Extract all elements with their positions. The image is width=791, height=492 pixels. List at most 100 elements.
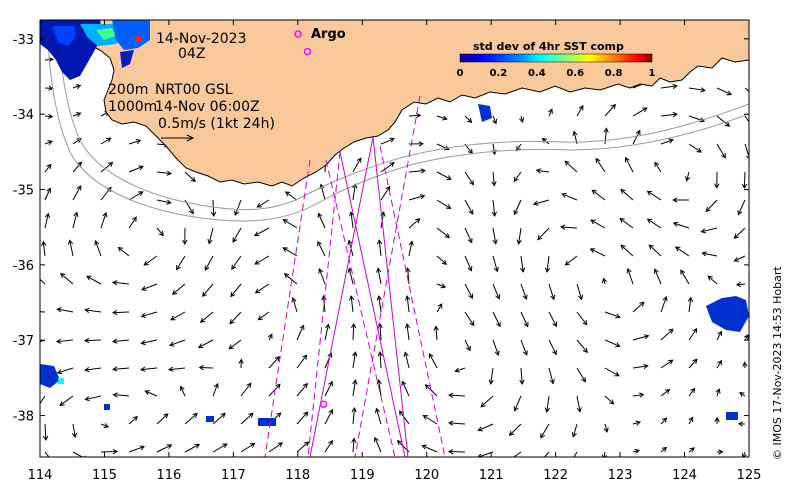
velocity-arrow [232,227,242,243]
velocity-arrow [284,191,298,201]
velocity-arrow [739,392,746,397]
time-label: 04Z [178,46,205,62]
velocity-arrow [403,351,410,369]
velocity-arrow [595,157,606,173]
velocity-arrow [156,199,172,205]
velocity-arrow [401,380,410,397]
velocity-arrow [212,443,228,453]
velocity-arrow [111,309,130,316]
velocity-arrow [212,412,226,425]
velocity-arrow [380,137,395,145]
velocity-arrow [100,423,110,428]
velocity-arrow [40,311,46,313]
velocity-arrow [737,199,746,216]
velocity-arrow [212,382,219,397]
velocity-arrow [156,170,173,176]
velocity-arrow [84,307,102,313]
velocity-arrow [436,199,452,209]
velocity-arrow [171,283,186,295]
velocity-arrow [317,212,326,229]
velocity-arrow [44,451,50,457]
velocity-arrow [324,439,333,453]
velocity-arrow [240,442,256,453]
velocity-arrow [632,363,649,370]
velocity-arrow [256,199,270,208]
velocity-arrow [464,311,475,327]
velocity-arrow [168,366,186,372]
velocity-arrow [352,183,358,201]
velocity-arrow [282,219,298,229]
velocity-arrow [733,227,746,239]
colorbar-title: std dev of 4hr SST comp [473,40,624,53]
credit-label: © IMOS 17-Nov-2023 14:53 Hobart [771,266,784,460]
velocity-arrow [296,354,308,369]
velocity-arrow [477,423,494,432]
x-tick-label: 120 [414,468,439,483]
velocity-arrow [376,295,382,313]
velocity-arrow [705,199,718,213]
velocity-arrow [447,392,466,398]
velocity-arrow [454,367,466,373]
velocity-arrow [589,248,606,257]
velocity-arrow [564,255,578,266]
velocity-arrow [296,411,309,425]
velocity-arrow [480,395,494,408]
velocity-arrow [253,227,270,237]
velocity-arrow [352,351,358,369]
velocity-arrow [564,160,578,173]
velocity-arrow [422,414,438,425]
velocity-arrow [488,367,494,385]
velocity-arrow [72,112,82,118]
velocity-arrow [714,171,720,189]
velocity-arrow [72,185,82,201]
velocity-arrow [112,366,130,372]
x-tick-label: 121 [479,468,504,483]
velocity-arrow [296,441,310,453]
velocity-arrow [548,311,558,328]
x-axis: 114 115 116 117 118 119 120 121 122 123 124 125 [28,20,761,483]
velocity-arrow [448,420,466,426]
velocity-arrow [716,87,732,96]
velocity-arrow [672,221,690,229]
velocity-arrow [436,283,447,289]
y-tick-label: -37 [13,334,34,349]
velocity-arrow [352,379,358,397]
current-vector-field [40,57,749,457]
velocity-arrow [398,410,410,425]
velocity-arrow [492,115,498,125]
velocity-arrow [84,367,102,373]
velocity-arrow [408,218,421,229]
velocity-arrow [112,338,130,344]
velocity-arrow [660,446,668,453]
y-tick-label: -34 [13,108,34,123]
velocity-arrow [660,111,678,118]
velocity-arrow [632,301,645,313]
velocity-arrow [324,380,333,397]
velocity-arrow [128,191,144,201]
velocity-arrow [737,421,746,427]
velocity-arrow [199,311,214,323]
velocity-arrow [674,246,690,257]
x-tick-label: 115 [92,468,117,483]
x-tick-label: 114 [28,468,53,483]
x-tick-label: 116 [156,468,181,483]
velocity-arrow [701,251,718,257]
velocity-arrow [477,451,494,457]
velocity-arrow [257,311,270,321]
velocity-arrow [184,412,198,425]
velocity-arrow [83,337,102,344]
velocity-arrow [660,328,674,341]
velocity-arrow [128,216,137,229]
velocity-arrow [348,211,355,229]
velocity-arrow [491,199,497,217]
velocity-arrow [59,395,74,407]
velocity-arrow [296,382,308,397]
velocity-arrow [179,385,186,397]
colorbar-gradient [459,53,653,63]
velocity-arrow [380,162,395,173]
velocity-arrow [688,358,698,369]
velocity-arrow [744,115,749,123]
velocity-arrow [175,255,186,271]
isobath-1000m [47,39,749,222]
velocity-arrow [620,244,634,257]
